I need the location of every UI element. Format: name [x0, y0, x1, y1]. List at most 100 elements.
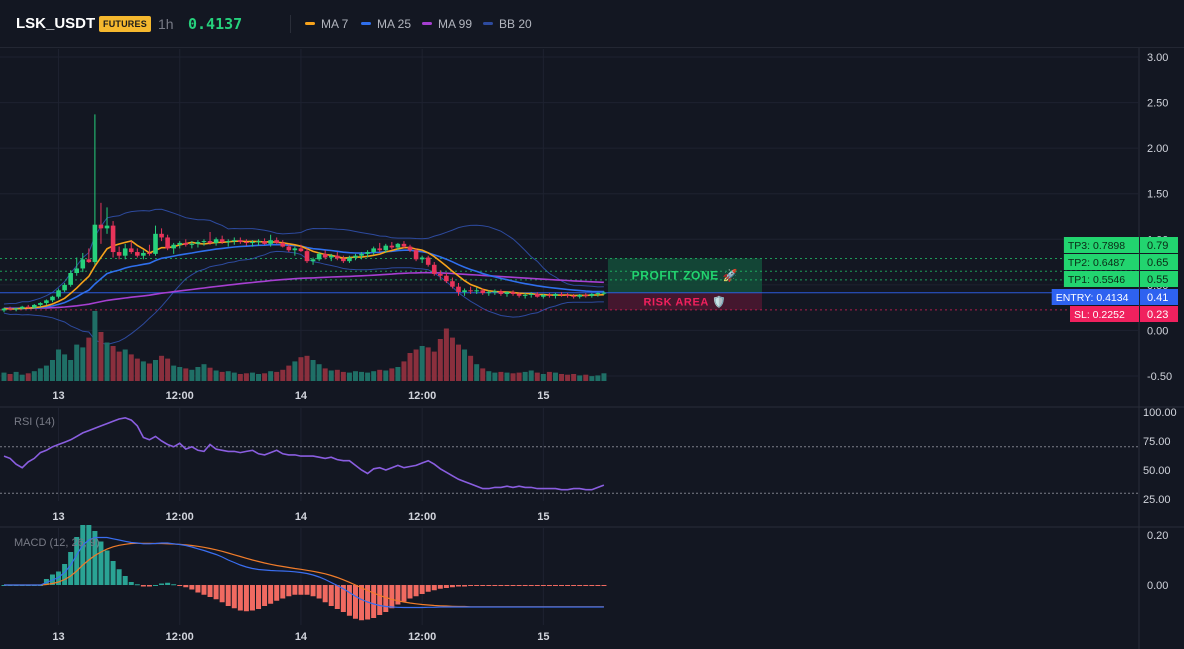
macd-histogram-bar	[189, 585, 195, 590]
macd-histogram-bar	[577, 585, 583, 586]
candle-body	[522, 294, 528, 296]
volume-bar	[552, 372, 558, 381]
candle-body	[1, 308, 7, 311]
volume-bar	[207, 367, 213, 381]
symbol-title[interactable]: LSK_USDT	[16, 15, 96, 32]
macd-histogram-bar	[419, 585, 425, 594]
macd-histogram-bar	[498, 585, 504, 586]
legend-ma25[interactable]: MA 25	[361, 17, 411, 31]
volume-bar	[346, 372, 352, 381]
macd-panel-label: MACD (12, 26, 9)	[14, 537, 100, 549]
candle-body	[347, 257, 352, 262]
time-axis-tick: 12:00	[166, 511, 194, 523]
macd-histogram-bar	[146, 585, 152, 587]
time-axis-tick: 13	[52, 631, 64, 643]
candle-body	[44, 300, 49, 304]
macd-histogram-bar	[552, 585, 558, 586]
volume-bar	[589, 376, 595, 381]
candle-body	[328, 255, 334, 258]
header-divider	[290, 15, 291, 33]
macd-histogram-bar	[104, 550, 110, 585]
macd-histogram-bar	[346, 585, 352, 616]
trade-zones: PROFIT ZONE 🚀 RISK AREA 🛡️	[607, 258, 762, 310]
macd-histogram-bar	[516, 585, 522, 586]
volume-bar	[486, 371, 492, 381]
macd-histogram-bar	[425, 585, 431, 592]
profit-zone-area	[607, 258, 762, 293]
rsi-axis-tick: 75.00	[1143, 436, 1171, 448]
profit-zone-label: PROFIT ZONE 🚀	[632, 269, 739, 283]
legend-bb20[interactable]: BB 20	[483, 17, 532, 31]
macd-histogram-bar	[449, 585, 455, 588]
macd-histogram-bar	[316, 585, 322, 599]
candle-body	[407, 246, 413, 251]
time-axis-tick: 13	[52, 390, 64, 402]
timeframe-label[interactable]: 1h	[158, 16, 174, 32]
bb-upper-line	[3, 208, 604, 305]
candle-body	[341, 258, 346, 262]
price-axis-tick: 3.00	[1147, 52, 1168, 64]
candle-body	[201, 241, 207, 243]
candle-body	[474, 290, 479, 292]
candle-body	[528, 293, 534, 295]
candle-body	[510, 292, 516, 294]
volume-bar	[225, 371, 231, 381]
macd-histogram-bar	[140, 585, 146, 587]
legend-ma99[interactable]: MA 99	[422, 17, 472, 31]
macd-histogram-bar	[413, 585, 419, 597]
price-axis-tick: 2.50	[1147, 98, 1168, 110]
time-axis-tick: 15	[537, 631, 549, 643]
candle-body	[171, 244, 176, 249]
volume-bar	[462, 349, 468, 381]
volume-bar	[395, 367, 401, 381]
macd-histogram-bar	[171, 584, 177, 586]
level-axis-value-tp2: 0.65	[1147, 257, 1168, 269]
candle-body	[316, 253, 322, 260]
macd-histogram-bar	[522, 585, 528, 586]
candle-body	[571, 295, 576, 297]
rsi-axis-tick: 25.00	[1143, 494, 1171, 506]
macd-histogram-bar	[437, 585, 443, 589]
level-label-tp2: TP2: 0.6487	[1068, 257, 1125, 269]
level-axis-box-sl	[1140, 306, 1178, 322]
ma7-line	[3, 240, 604, 310]
last-price: 0.4137	[188, 15, 243, 33]
macd-histogram-bar	[546, 585, 552, 586]
candle-body	[383, 245, 389, 251]
volume-bar	[74, 344, 80, 381]
macd-histogram-bar	[286, 585, 292, 597]
volume-bar	[165, 358, 171, 381]
volume-bar	[122, 349, 128, 381]
candle-body	[438, 273, 443, 276]
candle-body	[153, 233, 158, 254]
volume-bar	[474, 364, 480, 381]
macd-histogram-bar	[486, 585, 492, 586]
volume-bar	[280, 369, 286, 381]
level-axis-box-tp2	[1140, 254, 1178, 270]
volume-bar	[431, 351, 437, 381]
candle-body	[256, 241, 261, 243]
volume-bar	[110, 346, 116, 381]
ma25-swatch-icon	[361, 22, 371, 26]
volume-bar	[528, 370, 534, 381]
macd-histogram-bar	[565, 585, 571, 586]
level-label-box-tp3	[1063, 237, 1139, 253]
macd-histogram-bar	[528, 585, 534, 586]
macd-histogram-bar	[540, 585, 546, 586]
macd-histogram-bar	[183, 585, 189, 588]
candle-body	[122, 248, 128, 256]
candle-body	[189, 243, 195, 245]
candle-body	[68, 273, 73, 285]
macd-histogram-bar	[443, 585, 449, 588]
candle-body	[310, 259, 316, 262]
ma7-swatch-icon	[305, 22, 315, 26]
volume-bar	[340, 371, 346, 381]
volume-bar	[601, 373, 607, 381]
legend-ma7[interactable]: MA 7	[305, 17, 348, 31]
rsi-line	[3, 416, 605, 491]
macd-histogram-bar	[571, 585, 577, 586]
candle-body	[498, 291, 504, 294]
volume-bar	[92, 311, 98, 381]
macd-histogram-bar	[128, 582, 134, 585]
